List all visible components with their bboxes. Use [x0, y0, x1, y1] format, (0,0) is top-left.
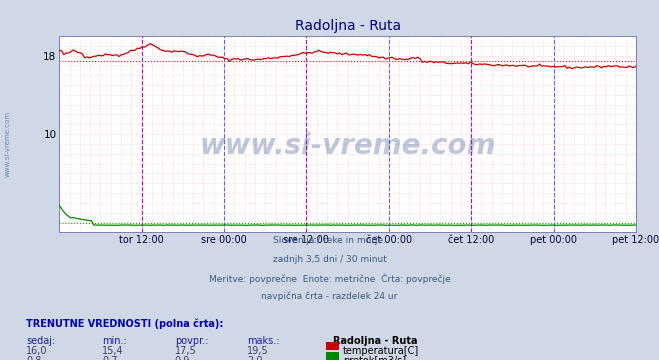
Title: Radoljna - Ruta: Radoljna - Ruta — [295, 19, 401, 33]
Text: povpr.:: povpr.: — [175, 336, 208, 346]
Text: Slovenija / reke in morje.: Slovenija / reke in morje. — [273, 236, 386, 245]
Text: navpična črta - razdelek 24 ur: navpična črta - razdelek 24 ur — [262, 292, 397, 301]
Text: maks.:: maks.: — [247, 336, 279, 346]
Text: Meritve: povprečne  Enote: metrične  Črta: povprečje: Meritve: povprečne Enote: metrične Črta:… — [209, 273, 450, 284]
Text: Radoljna - Ruta: Radoljna - Ruta — [333, 336, 417, 346]
Text: 17,5: 17,5 — [175, 346, 196, 356]
Text: temperatura[C]: temperatura[C] — [343, 346, 419, 356]
Text: www.si-vreme.com: www.si-vreme.com — [5, 111, 11, 177]
Text: 0,9: 0,9 — [175, 356, 190, 360]
Text: 15,4: 15,4 — [102, 346, 124, 356]
Text: 19,5: 19,5 — [247, 346, 269, 356]
Text: min.:: min.: — [102, 336, 127, 346]
Text: sedaj:: sedaj: — [26, 336, 55, 346]
Text: www.si-vreme.com: www.si-vreme.com — [200, 132, 496, 160]
Text: 0,7: 0,7 — [102, 356, 118, 360]
Text: TRENUTNE VREDNOSTI (polna črta):: TRENUTNE VREDNOSTI (polna črta): — [26, 319, 224, 329]
Text: 16,0: 16,0 — [26, 346, 48, 356]
Text: zadnjh 3,5 dni / 30 minut: zadnjh 3,5 dni / 30 minut — [273, 255, 386, 264]
Text: pretok[m3/s]: pretok[m3/s] — [343, 356, 406, 360]
Text: 0,8: 0,8 — [26, 356, 42, 360]
Text: 2,0: 2,0 — [247, 356, 263, 360]
